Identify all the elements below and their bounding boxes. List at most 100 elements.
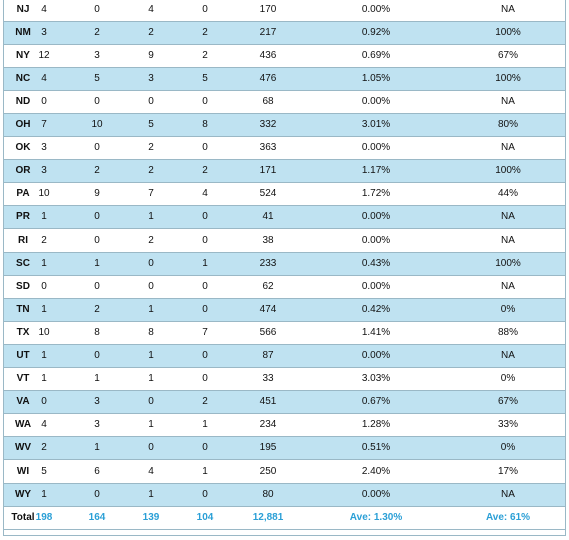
cell: 67% (497, 49, 519, 61)
row-label: OK (15, 142, 31, 154)
cell: 9 (148, 49, 154, 61)
cell: 1 (148, 211, 154, 223)
row-label: Total (11, 511, 35, 523)
cell: NA (501, 3, 515, 15)
cell: Ave: 61% (485, 511, 531, 523)
cell: 3 (41, 165, 47, 177)
cell: 0.00% (361, 488, 391, 500)
cell: 2 (202, 165, 208, 177)
cell: 0.00% (361, 142, 391, 154)
cell: 100% (495, 257, 521, 269)
cell: 10 (91, 119, 103, 130)
cell: 4 (41, 3, 47, 15)
cell: 7 (202, 326, 208, 338)
table-row: SD 0 0 0 0 62 0.00% NA (3, 276, 566, 299)
cell: 1 (148, 373, 154, 385)
cell: 0 (202, 95, 208, 107)
cell: 5 (148, 119, 154, 130)
cell: 1 (41, 211, 47, 223)
cell: 3 (94, 396, 100, 408)
cell: 164 (88, 511, 106, 523)
row-label: OR (15, 165, 31, 177)
cell: 8 (94, 326, 100, 338)
cell: 0.67% (361, 396, 391, 408)
cell: 1 (148, 419, 154, 431)
cell: NA (501, 350, 515, 361)
cell: 9 (94, 188, 100, 200)
cell: 2 (94, 303, 100, 315)
cell: 4 (148, 3, 154, 15)
cell: 1.05% (361, 72, 391, 84)
cell: 0 (94, 211, 100, 223)
cell: 10 (38, 188, 50, 200)
cell: 0 (41, 396, 47, 408)
cell: 139 (142, 511, 160, 523)
cell: 170 (259, 3, 277, 15)
cell: 1 (148, 488, 154, 500)
cell: 0 (202, 280, 208, 292)
cell: 0.00% (361, 3, 391, 15)
cell: 0 (202, 442, 208, 454)
cell: 0% (500, 303, 516, 315)
table-row: TN 1 2 1 0 474 0.42% 0% (3, 298, 566, 322)
table-row: OH 7 10 5 8 332 3.01% 80% (3, 114, 566, 137)
cell: 0 (202, 373, 208, 385)
cell: 100% (495, 165, 521, 177)
cell: 104 (196, 511, 214, 523)
cell: 0.00% (361, 350, 391, 361)
cell: 4 (41, 72, 47, 84)
cell: 4 (41, 419, 47, 431)
cell: 1 (94, 257, 100, 269)
cell: 1.17% (361, 165, 391, 177)
cell: 0 (148, 280, 154, 292)
table-row: WA 4 3 1 1 234 1.28% 33% (3, 414, 566, 438)
cell: 0 (94, 280, 100, 292)
cell: 5 (94, 72, 100, 84)
cell: 3 (94, 419, 100, 431)
cell: 2 (41, 234, 47, 246)
cell: 0 (202, 234, 208, 246)
cell: 451 (259, 396, 277, 408)
cell: 87 (262, 350, 274, 361)
cell: 5 (41, 465, 47, 477)
cell: 0 (94, 95, 100, 107)
cell: 332 (259, 119, 277, 130)
cell: 33 (262, 373, 274, 385)
row-label: NY (16, 49, 30, 61)
table-row: NY 12 3 9 2 436 0.69% 67% (3, 45, 566, 68)
cell: 0 (94, 234, 100, 246)
cell: 476 (259, 72, 277, 84)
cell: 80% (497, 119, 519, 130)
cell: 2 (41, 442, 47, 454)
cell: 0 (202, 142, 208, 154)
cell: 44% (497, 188, 519, 200)
cell: 566 (259, 326, 277, 338)
row-label: TN (16, 303, 30, 315)
cell: 1 (41, 373, 47, 385)
cell: 1.41% (361, 326, 391, 338)
row-label: SD (16, 280, 30, 292)
cell: 7 (148, 188, 154, 200)
cell: 2 (202, 396, 208, 408)
table-row: NC 4 5 3 5 476 1.05% 100% (3, 67, 566, 91)
cell: 68 (262, 95, 274, 107)
cell: 2 (94, 165, 100, 177)
cell: 1 (148, 303, 154, 315)
cell: 0 (148, 257, 154, 269)
cell: NA (501, 280, 515, 292)
cell: 2 (202, 49, 208, 61)
cell: 0% (500, 373, 516, 385)
cell: 0.43% (361, 257, 391, 269)
cell: 474 (259, 303, 277, 315)
cell: 0 (94, 488, 100, 500)
cell: 2 (202, 26, 208, 38)
cell: 1 (94, 442, 100, 454)
table-row: PA 10 9 7 4 524 1.72% 44% (3, 183, 566, 207)
row-label: NC (15, 72, 31, 84)
row-label: NM (15, 26, 31, 38)
cell: 67% (497, 396, 519, 408)
cell: 363 (259, 142, 277, 154)
cell: 0 (41, 280, 47, 292)
cell: 12 (38, 49, 50, 61)
cell: 0 (202, 3, 208, 15)
